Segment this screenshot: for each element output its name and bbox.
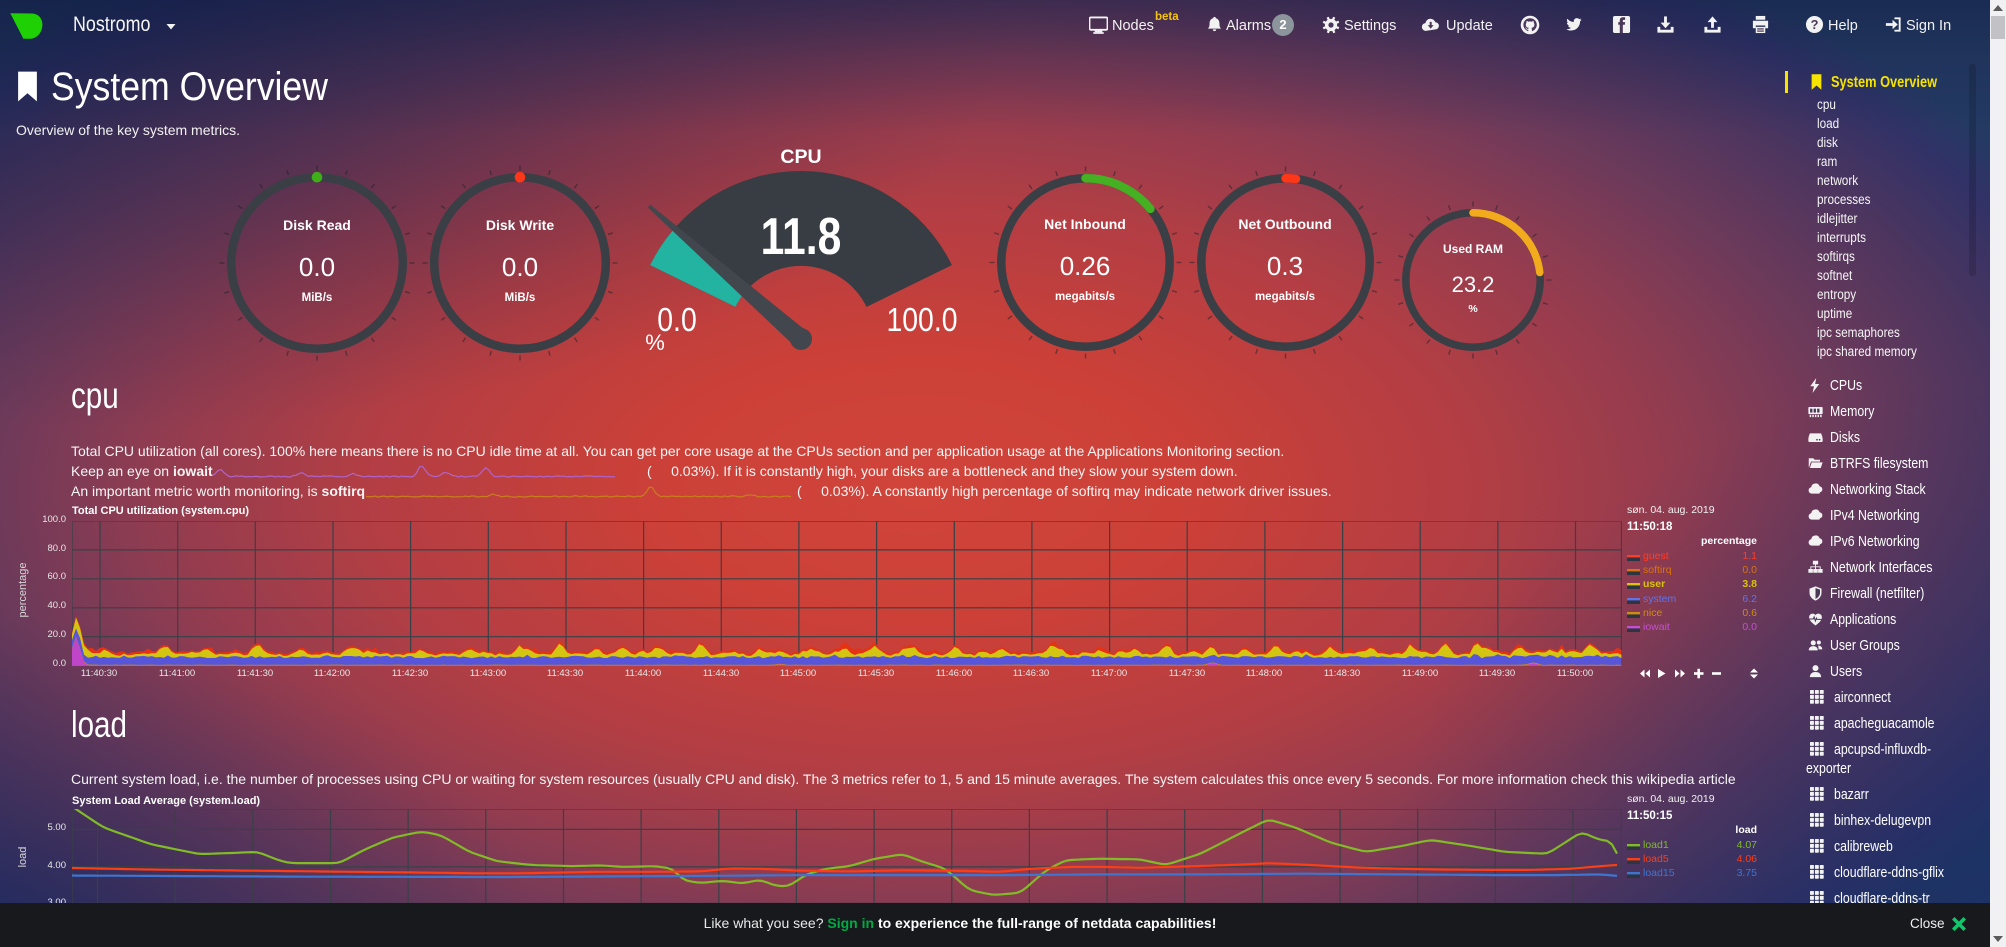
svg-text:?: ?: [1811, 17, 1819, 32]
